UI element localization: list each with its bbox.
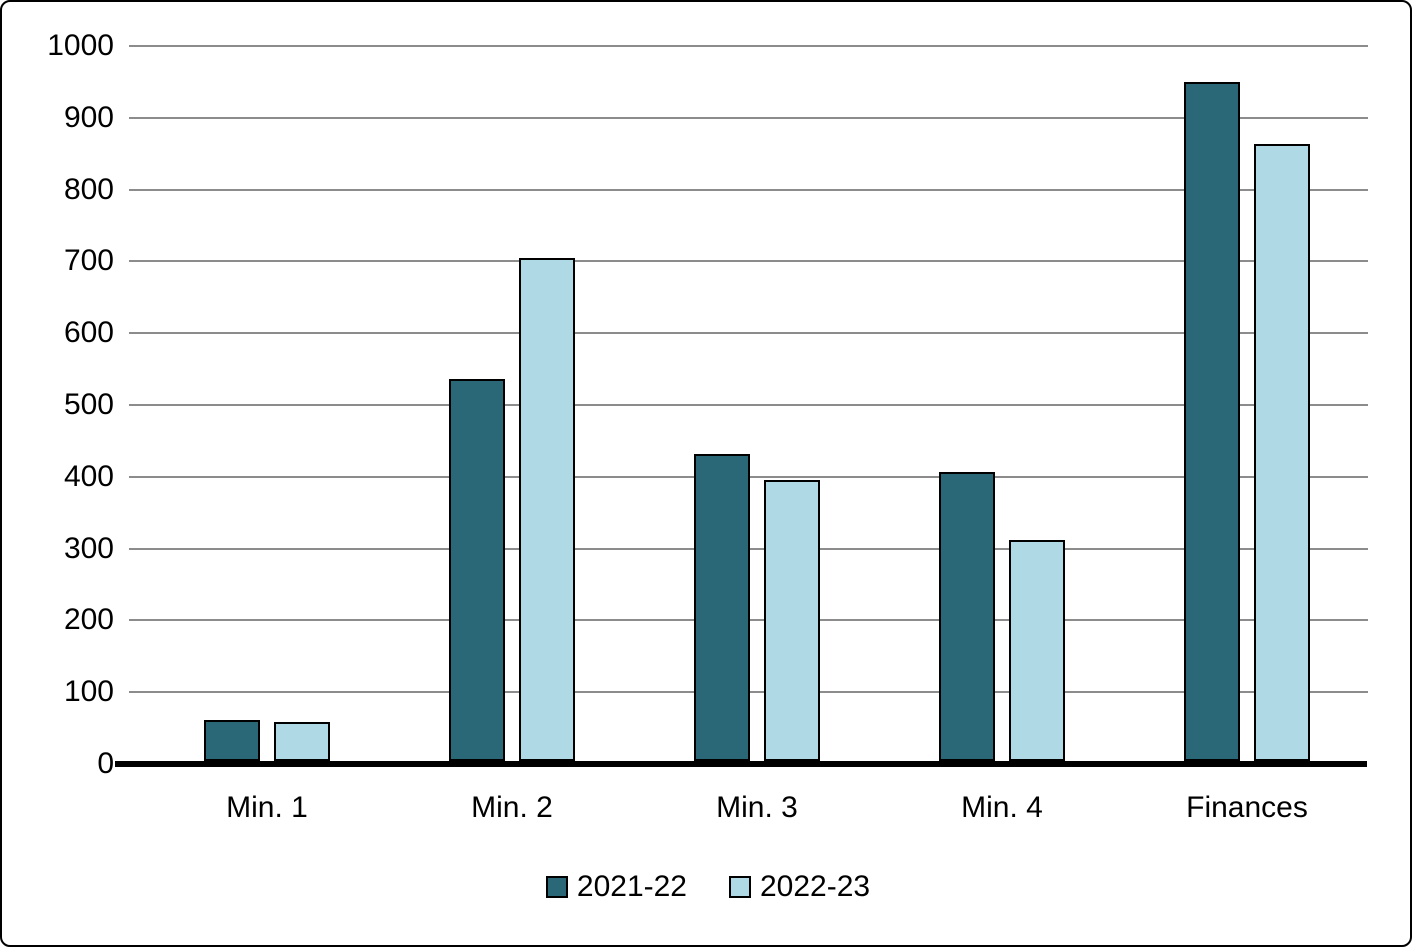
- x-axis-category-label: Min. 3: [716, 791, 798, 824]
- bar-min-3-2021-22: [694, 454, 750, 761]
- legend-item-2022-23: 2022-23: [729, 870, 870, 904]
- x-axis-category-label: Finances: [1186, 791, 1308, 824]
- y-axis-tick-label: 300: [63, 531, 114, 565]
- y-axis-tick-label: 600: [63, 316, 114, 350]
- legend-label: 2021-22: [576, 870, 687, 903]
- gridline-800: [129, 188, 1368, 191]
- y-axis-tick-label: 800: [63, 172, 114, 206]
- gridline-500: [129, 404, 1368, 406]
- x-axis-category-label: Min. 4: [961, 791, 1043, 824]
- bar-finances-2022-23: [1254, 144, 1310, 761]
- y-axis-tick-label: 100: [63, 675, 114, 709]
- x-axis-category-label: Min. 2: [471, 791, 553, 824]
- bar-min-4-2022-23: [1009, 540, 1065, 761]
- gridline-900: [129, 116, 1368, 119]
- x-axis-line: [115, 761, 1367, 767]
- bar-min-1-2022-23: [274, 722, 330, 761]
- y-axis-tick-label: 1000: [47, 29, 114, 62]
- legend-swatch-icon: [545, 876, 568, 898]
- legend-swatch-icon: [729, 876, 751, 898]
- gridline-600: [129, 332, 1368, 335]
- y-axis-tick-label: 400: [63, 459, 114, 493]
- legend-item-2021-22: 2021-22: [545, 870, 687, 904]
- gridline-700: [129, 260, 1368, 263]
- bar-min-1-2021-22: [204, 720, 260, 761]
- y-axis-tick-label: 200: [63, 603, 114, 637]
- gridline-1000: [129, 45, 1368, 47]
- x-axis-category-label: Min. 1: [226, 791, 308, 824]
- bar-min-2-2021-22: [449, 379, 505, 761]
- legend-label: 2022-23: [760, 870, 871, 903]
- bar-min-2-2022-23: [519, 258, 575, 761]
- y-axis-tick-label: 500: [63, 388, 114, 421]
- chart-legend: 2021-22 2022-23: [2, 870, 1410, 904]
- y-axis-tick-label: 0: [97, 747, 114, 780]
- bar-min-4-2021-22: [939, 472, 995, 761]
- bar-min-3-2022-23: [764, 480, 820, 761]
- bar-finances-2021-22: [1184, 82, 1240, 761]
- y-axis-tick-label: 900: [63, 100, 114, 134]
- y-axis-tick-label: 700: [63, 244, 114, 278]
